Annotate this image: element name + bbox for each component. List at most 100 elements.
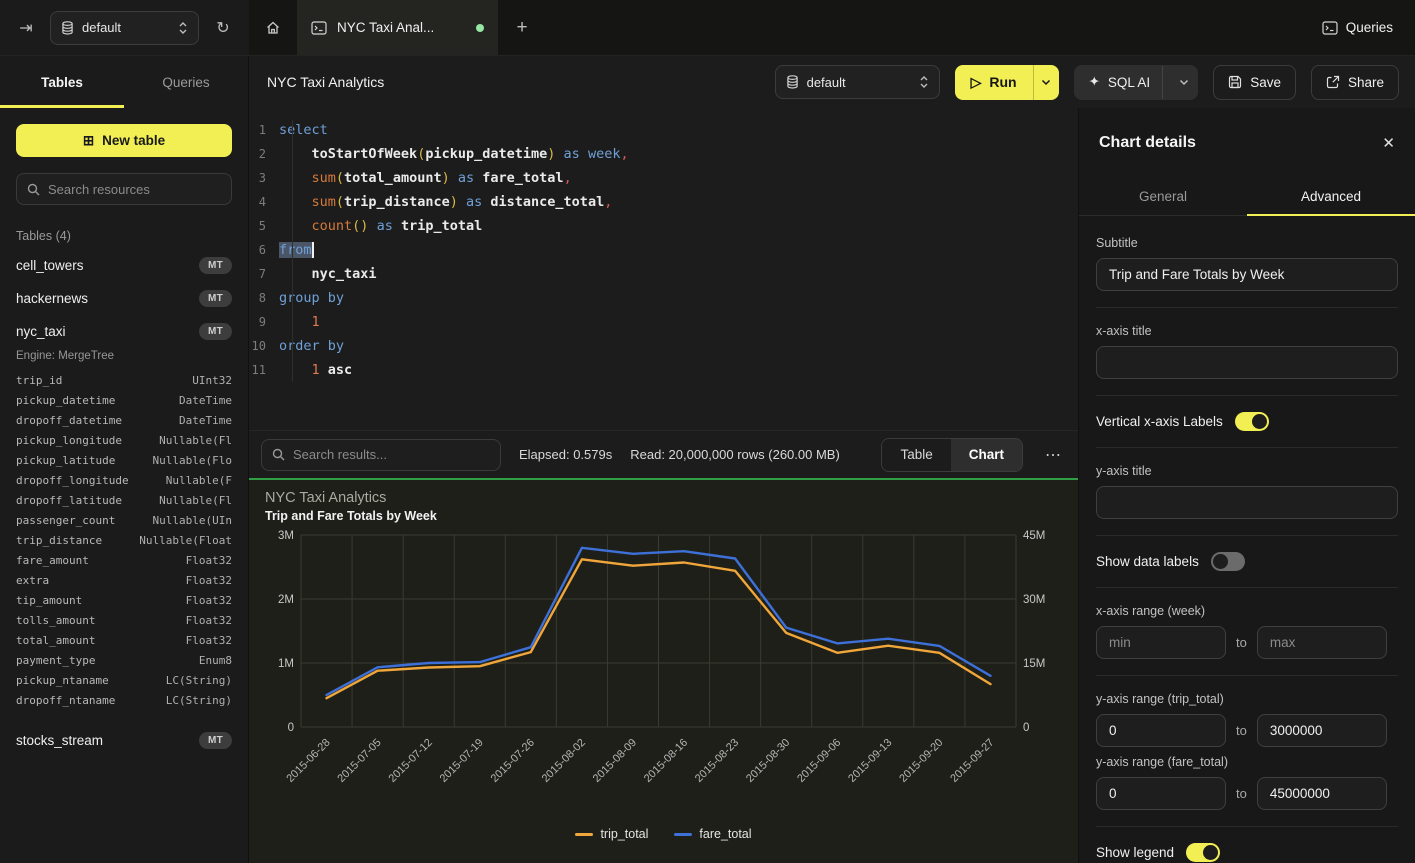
show-data-labels-label: Show data labels bbox=[1096, 554, 1199, 569]
column-name: tip_amount bbox=[16, 593, 83, 607]
column-row: dropoff_longitude Nullable(F bbox=[16, 470, 232, 490]
x-axis-title-input[interactable] bbox=[1096, 346, 1398, 379]
sidebar-tab-queries[interactable]: Queries bbox=[162, 74, 210, 90]
run-button[interactable]: ▷ Run bbox=[955, 65, 1033, 100]
share-button[interactable]: Share bbox=[1310, 64, 1399, 100]
sql-editor[interactable]: 1 select 2 toStartOfWeek(pickup_datetime) … bbox=[249, 108, 1078, 430]
show-legend-toggle[interactable] bbox=[1186, 843, 1221, 862]
code-text: toStartOfWeek(pickup_datetime) as week, bbox=[311, 146, 629, 162]
line-number: 9 bbox=[258, 315, 266, 329]
y-trip-min-input[interactable] bbox=[1096, 714, 1226, 747]
to-label: to bbox=[1236, 786, 1247, 801]
code-line[interactable]: 7 nyc_taxi bbox=[249, 262, 1078, 286]
to-label: to bbox=[1236, 723, 1247, 738]
column-name: dropoff_longitude bbox=[16, 473, 129, 487]
x-axis-range-row: to bbox=[1096, 626, 1398, 659]
table-engine-label: Engine: MergeTree bbox=[16, 350, 115, 362]
y-axis-title-label: y-axis title bbox=[1096, 464, 1152, 478]
x-axis-range-label: x-axis range (week) bbox=[1096, 604, 1206, 618]
table-item-nyc_taxi[interactable]: nyc_taxi MT bbox=[16, 315, 232, 348]
line-number: 4 bbox=[258, 195, 266, 209]
y-axis-title-input[interactable] bbox=[1096, 486, 1398, 519]
toggle-knob bbox=[1212, 554, 1228, 569]
y-axis-range-fare-row: to bbox=[1096, 777, 1398, 810]
queries-button[interactable]: Queries bbox=[1300, 0, 1415, 55]
panel-title: Chart details bbox=[1099, 134, 1196, 151]
tab-nyc-taxi-analytics[interactable]: NYC Taxi Anal... bbox=[297, 0, 498, 55]
vertical-x-axis-labels-label: Vertical x-axis Labels bbox=[1096, 414, 1223, 429]
x-range-max-input[interactable] bbox=[1256, 626, 1387, 659]
table-view-button[interactable]: Table bbox=[882, 438, 951, 471]
home-icon bbox=[265, 20, 281, 36]
home-button[interactable] bbox=[249, 0, 297, 55]
code-line[interactable]: 2 toStartOfWeek(pickup_datetime) as week… bbox=[249, 142, 1078, 166]
x-range-min-input[interactable] bbox=[1096, 626, 1226, 659]
legend-item-fare_total[interactable]: fare_total bbox=[674, 827, 752, 841]
subtitle-input[interactable] bbox=[1096, 258, 1398, 291]
code-line[interactable]: 11 1 asc bbox=[249, 358, 1078, 382]
x-axis-title-label: x-axis title bbox=[1096, 324, 1152, 338]
code-line[interactable]: 8 group by bbox=[249, 286, 1078, 310]
button-divider bbox=[1162, 65, 1164, 99]
tables-list: cell_towers MT hackernews MT nyc_taxi MT Engin… bbox=[0, 249, 248, 863]
query-title: NYC Taxi Analytics bbox=[267, 74, 385, 90]
table-name: stocks_stream bbox=[16, 733, 104, 748]
database-selector-value: default bbox=[806, 74, 846, 90]
column-row: fare_amount Float32 bbox=[16, 550, 232, 570]
chart-view-button[interactable]: Chart bbox=[950, 438, 1022, 471]
code-line[interactable]: 4 sum(trip_distance) as distance_total, bbox=[249, 190, 1078, 214]
database-selector[interactable]: default bbox=[774, 65, 940, 99]
code-line[interactable]: 10 order by bbox=[249, 334, 1078, 358]
svg-text:15M: 15M bbox=[1023, 658, 1045, 670]
close-icon[interactable]: ✕ bbox=[1382, 135, 1395, 152]
queries-icon bbox=[1322, 20, 1338, 35]
column-row: tip_amount Float32 bbox=[16, 590, 232, 610]
show-legend-label: Show legend bbox=[1096, 845, 1175, 860]
y-trip-max-input[interactable] bbox=[1256, 714, 1387, 747]
code-line[interactable]: 3 sum(total_amount) as fare_total, bbox=[249, 166, 1078, 190]
vertical-x-axis-labels-toggle[interactable] bbox=[1234, 412, 1269, 431]
column-type: Enum8 bbox=[198, 653, 232, 667]
results-search-input[interactable] bbox=[293, 447, 490, 462]
sidebar-search-input[interactable] bbox=[48, 181, 221, 197]
column-name: pickup_latitude bbox=[16, 453, 116, 467]
sidebar-tab-tables[interactable]: Tables bbox=[0, 56, 124, 108]
code-line[interactable]: 1 select bbox=[249, 118, 1078, 142]
more-options-icon[interactable]: ⋯ bbox=[1045, 446, 1062, 464]
save-button[interactable]: Save bbox=[1213, 64, 1296, 100]
svg-text:2015-08-30: 2015-08-30 bbox=[744, 737, 792, 785]
legend-item-trip_total[interactable]: trip_total bbox=[575, 827, 648, 841]
y-fare-max-input[interactable] bbox=[1256, 777, 1387, 810]
show-data-labels-toggle[interactable] bbox=[1210, 552, 1245, 571]
sql-ai-options-button[interactable] bbox=[1171, 79, 1197, 86]
column-name: total_amount bbox=[16, 633, 96, 647]
code-line[interactable]: 5 count() as trip_total bbox=[249, 214, 1078, 238]
show-data-labels-row: Show data labels bbox=[1096, 552, 1398, 571]
svg-text:2015-07-19: 2015-07-19 bbox=[438, 737, 486, 785]
column-row: dropoff_ntaname LC(String) bbox=[16, 690, 232, 710]
table-item-hackernews[interactable]: hackernews MT bbox=[16, 282, 232, 315]
collapse-sidebar-icon[interactable]: ⇥ bbox=[19, 19, 33, 37]
column-row: pickup_latitude Nullable(Flo bbox=[16, 450, 232, 470]
column-row: passenger_count Nullable(UIn bbox=[16, 510, 232, 530]
tab-general[interactable]: General bbox=[1138, 189, 1188, 204]
y-fare-min-input[interactable] bbox=[1096, 777, 1226, 810]
column-name: payment_type bbox=[16, 653, 96, 667]
toggle-knob bbox=[1251, 414, 1267, 429]
refresh-icon[interactable]: ↻ bbox=[216, 19, 230, 37]
tab-advanced[interactable]: Advanced bbox=[1247, 178, 1415, 216]
table-name: nyc_taxi bbox=[16, 324, 66, 339]
code-line[interactable]: 6 from bbox=[249, 238, 1078, 262]
sidebar-tabs: Tables Queries bbox=[0, 56, 248, 108]
new-tab-button[interactable]: + bbox=[516, 16, 528, 38]
table-item-stocks_stream[interactable]: stocks_stream MT bbox=[16, 724, 232, 757]
new-table-button[interactable]: ⊞ New table bbox=[16, 124, 232, 157]
column-type: Nullable(UIn bbox=[152, 513, 232, 527]
service-selector[interactable]: default bbox=[50, 10, 199, 45]
run-options-button[interactable] bbox=[1032, 64, 1059, 100]
table-item-cell_towers[interactable]: cell_towers MT bbox=[16, 249, 232, 282]
sql-ai-button[interactable]: ✦ SQL AI bbox=[1073, 64, 1199, 100]
code-line[interactable]: 9 1 bbox=[249, 310, 1078, 334]
